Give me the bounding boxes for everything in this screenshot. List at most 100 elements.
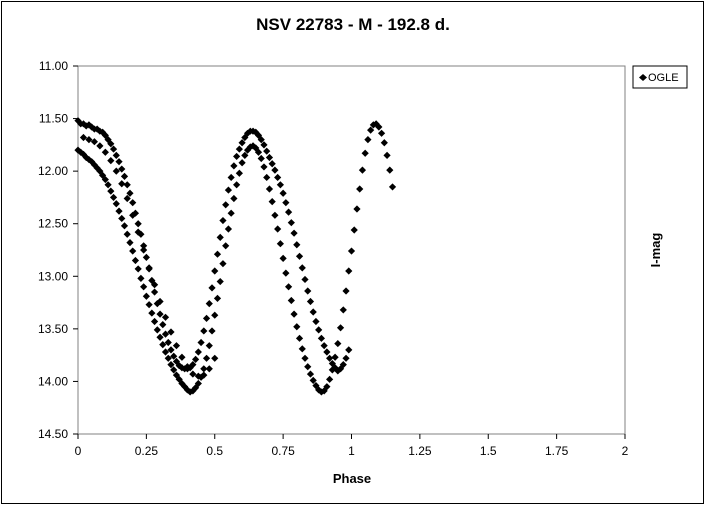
y-tick-label: 11.00 (39, 59, 68, 73)
data-point (186, 388, 194, 396)
data-point (224, 186, 233, 194)
data-point (213, 294, 222, 302)
data-point (331, 353, 339, 361)
data-point (172, 357, 181, 366)
data-point (175, 362, 183, 370)
data-point (123, 230, 131, 238)
data-point (194, 372, 202, 380)
data-point (118, 214, 126, 223)
data-point (175, 375, 183, 383)
data-point (271, 211, 279, 219)
data-point (161, 313, 170, 321)
data-point (104, 181, 112, 189)
data-point (301, 354, 309, 362)
data-point (238, 139, 246, 147)
data-point (320, 342, 328, 350)
data-point (101, 175, 109, 184)
y-tick-label: 12.00 (38, 164, 68, 178)
data-point (79, 133, 88, 142)
y-axis-title: I-mag (648, 233, 663, 268)
data-point (364, 136, 372, 144)
data-point (197, 373, 205, 381)
data-point (230, 162, 238, 170)
data-point (339, 361, 347, 369)
data-point (336, 324, 345, 332)
data-point (170, 366, 178, 374)
data-point (342, 287, 350, 295)
data-point (260, 141, 268, 149)
data-point (189, 370, 197, 378)
data-point (213, 250, 222, 258)
data-point (290, 229, 298, 237)
data-point (323, 348, 331, 356)
y-axis: 11.00 11.50 12.00 12.50 13.00 13.50 14.00 14.50 (38, 59, 78, 441)
y-tick-label: 14.50 (38, 427, 68, 441)
data-point (323, 383, 331, 391)
data-point (276, 240, 284, 248)
data-point (224, 225, 233, 233)
data-point (284, 283, 293, 291)
data-point (293, 323, 301, 331)
data-point (339, 306, 347, 314)
x-tick-label: 0.25 (135, 444, 159, 458)
data-point (85, 136, 93, 144)
data-point (383, 151, 391, 159)
data-point (268, 160, 276, 168)
data-point (334, 339, 342, 348)
data-point (205, 365, 213, 373)
data-point (208, 327, 216, 335)
data-point (211, 267, 219, 275)
data-point (268, 198, 276, 206)
data-point (145, 301, 153, 309)
data-point (107, 187, 115, 195)
data-point (205, 342, 213, 350)
data-points (74, 117, 397, 396)
data-point (388, 183, 397, 191)
data-point (257, 154, 265, 163)
data-point (216, 233, 224, 241)
data-point (200, 327, 208, 335)
data-point (252, 144, 260, 152)
data-point (202, 354, 211, 362)
data-point (183, 363, 191, 371)
x-tick-label: 0.5 (206, 444, 223, 458)
data-point (235, 169, 243, 177)
data-point (315, 326, 323, 334)
data-point (134, 265, 142, 273)
data-point (260, 163, 268, 171)
data-point (150, 288, 159, 296)
data-point (317, 334, 326, 342)
x-tick-label: 1.75 (545, 444, 569, 458)
y-tick-label: 14.00 (38, 374, 68, 388)
data-point (320, 387, 328, 395)
x-tick-label: 2 (622, 444, 629, 458)
data-point (192, 355, 200, 363)
data-point (358, 166, 367, 174)
data-point (107, 140, 115, 148)
data-point (159, 321, 167, 329)
data-point (312, 317, 320, 326)
data-point (172, 342, 181, 350)
data-point (167, 346, 175, 354)
data-point (306, 370, 315, 378)
data-point (284, 208, 293, 216)
data-point (331, 364, 339, 372)
data-point (265, 153, 274, 162)
data-point (142, 253, 150, 261)
data-point (222, 201, 230, 209)
x-tick-label: 0 (75, 444, 82, 458)
data-point (276, 181, 284, 189)
data-point (126, 239, 134, 247)
x-tick-label: 1.25 (408, 444, 432, 458)
data-point (192, 384, 200, 392)
data-point (101, 148, 109, 156)
chart-title: NSV 22783 - M - 192.8 d. (256, 15, 450, 34)
data-point (293, 241, 301, 249)
data-point (304, 287, 312, 295)
data-point (241, 151, 249, 159)
data-point (170, 352, 178, 360)
data-point (216, 277, 224, 286)
data-point (167, 361, 175, 369)
data-point (233, 181, 241, 189)
data-point (230, 194, 238, 203)
